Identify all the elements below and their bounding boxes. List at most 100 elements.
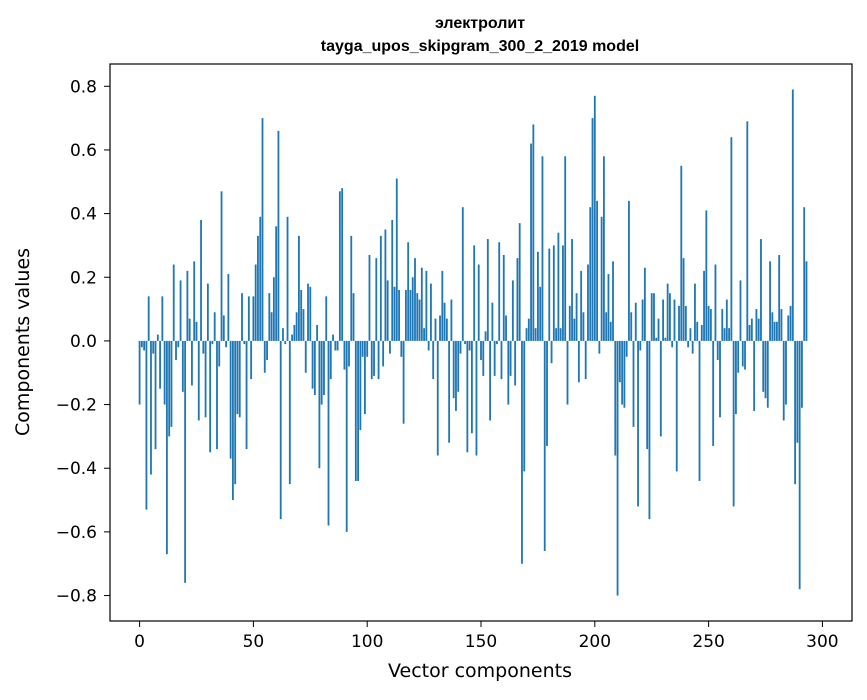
bar [536, 251, 539, 341]
bar [541, 156, 544, 341]
bar [525, 328, 528, 341]
y-tick-label: 0.4 [70, 205, 97, 225]
bar [521, 340, 523, 564]
bar [628, 200, 630, 341]
bar [505, 315, 507, 341]
bar [794, 340, 797, 485]
bar [614, 340, 617, 456]
bar [147, 296, 150, 341]
x-axis-label: Vector components [388, 660, 572, 682]
bar [655, 337, 658, 341]
bar [389, 340, 391, 354]
bar [621, 340, 624, 405]
x-axis-ticks: 0 50 100 150 200 250 300 [134, 621, 839, 652]
bar [163, 340, 166, 405]
bar [457, 340, 460, 392]
bar [612, 261, 614, 341]
bar [211, 340, 214, 345]
bar [730, 137, 733, 341]
y-tick-label: −0.4 [56, 459, 97, 479]
bar [502, 254, 505, 341]
bar [427, 340, 430, 351]
bar [402, 340, 405, 424]
bar [557, 232, 560, 341]
bar [518, 223, 521, 341]
bar [452, 340, 455, 399]
bar [361, 340, 364, 357]
bar [653, 293, 655, 341]
bar [165, 340, 168, 555]
bar [197, 340, 200, 421]
bar [648, 340, 651, 520]
bar [769, 261, 771, 341]
bar [266, 340, 268, 361]
bar [418, 299, 421, 341]
bar [145, 340, 148, 510]
bar [270, 312, 273, 341]
bar [746, 121, 749, 341]
bar [216, 340, 218, 450]
bar [707, 305, 710, 341]
bar [379, 235, 382, 341]
bar [687, 340, 690, 348]
bar [222, 315, 225, 341]
bar [323, 340, 325, 396]
bar [140, 340, 143, 348]
bar [755, 309, 758, 341]
y-tick-label: 0.6 [70, 141, 97, 161]
bar [787, 315, 790, 341]
bar [659, 340, 662, 437]
bar [757, 318, 760, 341]
bar [161, 296, 164, 341]
bar [325, 296, 328, 341]
bar [477, 264, 480, 341]
x-tick-label: 300 [806, 632, 838, 652]
bar [703, 270, 705, 341]
bar [739, 280, 742, 341]
bar [618, 340, 621, 383]
bar [587, 264, 589, 341]
bar [680, 165, 683, 341]
bar [771, 312, 774, 341]
bar [591, 118, 594, 341]
bar [496, 340, 498, 345]
bar [332, 334, 334, 341]
bar [532, 124, 535, 341]
bar [801, 340, 803, 408]
bar [486, 239, 489, 341]
bar [298, 235, 300, 341]
bar [671, 340, 674, 348]
bar [468, 340, 471, 351]
bar [364, 340, 366, 415]
bar [234, 340, 237, 485]
bar [461, 207, 464, 341]
y-axis-ticks: 0.8 0.6 0.4 0.2 0.0 −0.2 −0.4 −0.6 −0.8 [56, 77, 110, 607]
bar [534, 328, 537, 341]
bar [293, 324, 296, 341]
bar [350, 235, 353, 341]
bar [737, 340, 740, 373]
bar [416, 293, 419, 341]
bar [313, 340, 316, 396]
bar [227, 274, 230, 341]
bars-group [138, 89, 808, 596]
bar [689, 328, 692, 341]
bar [272, 277, 275, 341]
chart-subtitle: tayga_upos_skipgram_300_2_2019 model [321, 38, 639, 55]
bar [589, 207, 592, 341]
bar [725, 299, 728, 341]
bar [778, 254, 781, 341]
bar [391, 219, 394, 341]
bar [705, 210, 708, 341]
bar [232, 340, 234, 501]
x-tick-label: 0 [134, 632, 145, 652]
bar [646, 340, 649, 450]
bar [252, 296, 255, 341]
bar [354, 340, 357, 481]
bar [791, 89, 794, 341]
bar [582, 312, 585, 341]
y-tick-label: 0.8 [70, 77, 97, 97]
bar [432, 340, 435, 380]
bar [753, 340, 756, 411]
